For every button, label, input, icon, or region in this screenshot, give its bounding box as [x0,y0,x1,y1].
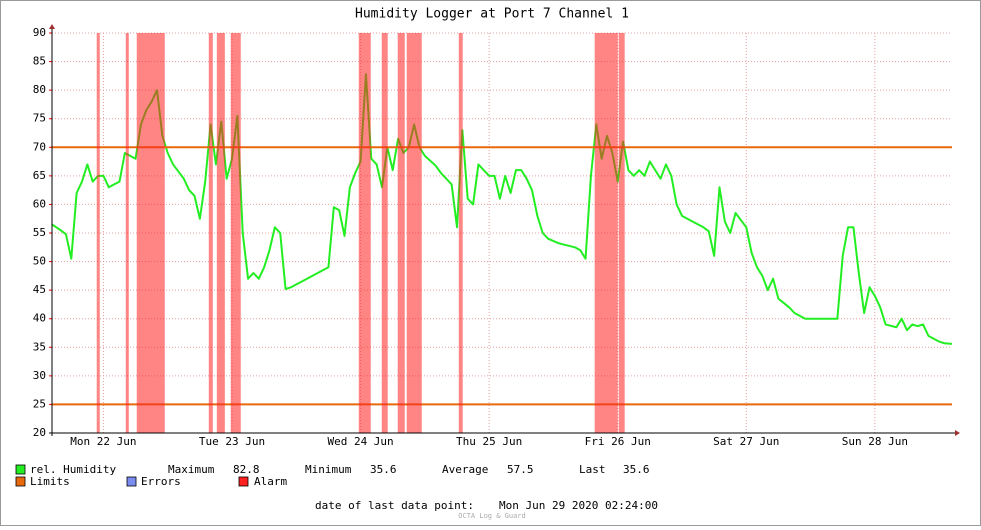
x-tick-label: Sat 27 Jun [713,435,779,448]
watermark: OCTA Log & Guard [458,512,525,520]
legend: rel. Humidity Maximum 82.8 Minimum 35.6 Avera… [15,463,658,520]
humidity-line [51,73,953,345]
x-tick-label: Fri 26 Jun [585,435,651,448]
legend-label: Limits [30,475,70,488]
alarm-band [358,33,371,433]
y-tick-label: 20 [33,426,46,439]
legend-swatch [238,476,249,487]
legend-swatch [15,464,26,475]
alarm-band [96,33,100,433]
y-tick-label: 85 [33,55,46,68]
stat-label: Minimum [305,463,352,476]
footer-label: date of last data point: [315,499,474,512]
x-tick-label: Mon 22 Jun [70,435,136,448]
stat-value: 35.6 [623,463,650,476]
y-tick-label: 90 [33,26,46,39]
x-tick-label: Tue 23 Jun [199,435,265,448]
alarm-band [397,33,405,433]
alarm-band [208,33,213,433]
x-tick-label: Thu 25 Jun [456,435,522,448]
y-tick-label: 50 [33,255,46,268]
alarm-band [381,33,388,433]
stat-label: Average [442,463,488,476]
alarm-band [594,33,618,433]
y-tick-label: 65 [33,169,46,182]
y-tick-label: 80 [33,83,46,96]
alarm-band [230,33,241,433]
x-axis-arrow [955,430,960,436]
alarm-band [125,33,129,433]
legend-label: rel. Humidity [30,463,116,476]
y-axis-arrow [49,24,55,29]
y-tick-label: 55 [33,226,46,239]
x-tick-label: Wed 24 Jun [327,435,393,448]
y-tick-label: 25 [33,397,46,410]
stat-value: 57.5 [507,463,534,476]
legend-swatch [15,476,26,487]
legend-label: Alarm [254,475,287,488]
alarm-band [618,33,625,433]
plot-area: 20 25 30 35 40 45 50 55 60 65 70 75 80 85 90 Mon 22 Jun… [33,24,960,448]
stat-value: 82.8 [233,463,260,476]
x-tick-label: Sun 28 Jun [842,435,908,448]
footer-value: Mon Jun 29 2020 02:24:00 [499,499,658,512]
y-tick-label: 60 [33,197,46,210]
y-tick-label: 45 [33,283,46,296]
alarm-band [458,33,463,433]
y-tick-label: 75 [33,112,46,125]
stat-label: Last [579,463,606,476]
stat-value: 35.6 [370,463,397,476]
y-tick-label: 35 [33,340,46,353]
legend-label: Errors [141,475,181,488]
legend-swatch [126,476,137,487]
stat-label: Maximum [168,463,215,476]
alarm-band [406,33,422,433]
chart-title: Humidity Logger at Port 7 Channel 1 [355,7,629,22]
alarm-band [216,33,225,433]
y-tick-label: 30 [33,369,46,382]
y-tick-label: 40 [33,312,46,325]
alarm-band [136,33,165,433]
y-tick-label: 70 [33,140,46,153]
